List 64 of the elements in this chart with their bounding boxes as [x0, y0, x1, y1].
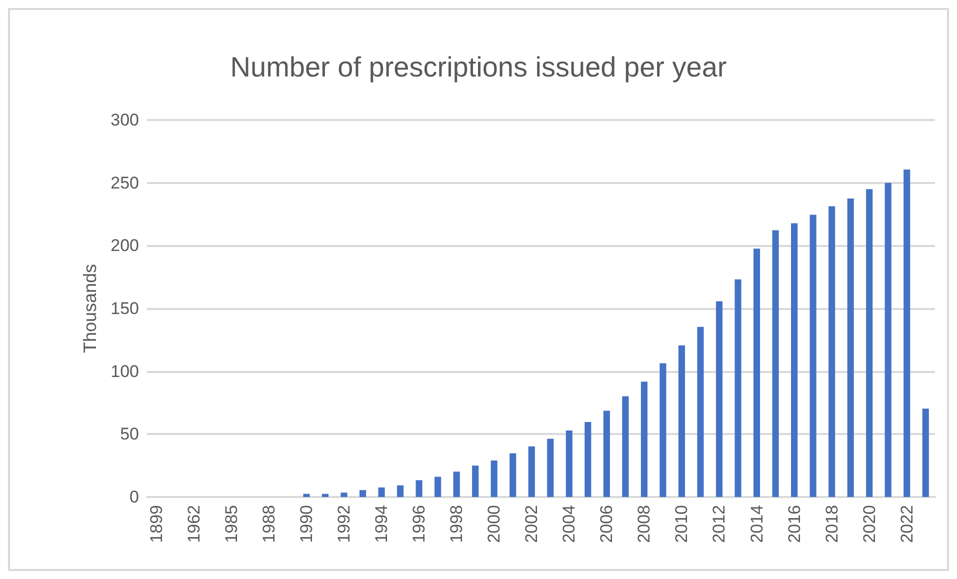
bar	[547, 438, 554, 497]
bar	[510, 453, 516, 497]
x-tick-label: 2002	[522, 505, 542, 543]
bar	[397, 485, 404, 497]
chart-title: Number of prescriptions issued per year	[230, 52, 727, 82]
bar	[490, 460, 498, 497]
x-tick-label: 2014	[747, 505, 766, 543]
x-tick-label: 1992	[334, 505, 354, 543]
bar	[904, 170, 910, 497]
bar	[434, 476, 442, 497]
y-axis-title: Thousands	[80, 264, 100, 354]
bar	[753, 248, 760, 497]
bar	[303, 494, 310, 497]
bar	[603, 410, 610, 497]
bar	[866, 189, 873, 497]
bar	[584, 422, 592, 497]
x-tick-label: 2016	[784, 505, 804, 543]
y-tick-label: 100	[110, 362, 139, 381]
x-tick-label: 2008	[634, 505, 654, 543]
bar	[810, 214, 816, 497]
x-tick-label: 2006	[597, 505, 616, 543]
x-tick-label: 1994	[372, 505, 392, 543]
bar	[322, 494, 329, 497]
bar	[528, 446, 535, 497]
x-tick-label: 1899	[146, 505, 166, 543]
y-tick-label: 250	[110, 173, 139, 192]
bar	[828, 206, 836, 497]
y-tick-label: 200	[110, 236, 139, 256]
x-tick-label: 1998	[447, 505, 466, 543]
bar	[847, 198, 854, 497]
bar	[772, 230, 779, 497]
bar	[359, 490, 366, 497]
x-tick-label: 2020	[860, 505, 879, 543]
bar	[922, 408, 929, 497]
bar	[340, 492, 348, 497]
x-tick-label: 2018	[822, 505, 842, 543]
y-tick-label: 150	[110, 299, 139, 318]
x-tick-label: 2004	[560, 505, 579, 543]
bar	[791, 223, 798, 497]
y-tick-label: 0	[130, 488, 139, 506]
x-tick-label: 1996	[410, 505, 429, 543]
x-tick-label: 2010	[672, 505, 692, 543]
bar	[884, 182, 892, 497]
bar	[640, 382, 648, 497]
bar	[453, 472, 460, 497]
x-tick-label: 2022	[897, 505, 916, 543]
bar	[660, 363, 666, 497]
bar	[378, 487, 385, 497]
y-tick-label: 300	[110, 110, 139, 130]
y-tick-label: 50	[120, 424, 139, 444]
bar	[716, 301, 723, 497]
x-tick-label: 1990	[296, 505, 316, 543]
bar	[697, 326, 704, 497]
x-tick-label: 1988	[259, 505, 278, 543]
bar	[734, 279, 742, 497]
x-tick-label: 1962	[184, 505, 204, 543]
x-tick-label: 2000	[484, 505, 504, 543]
bar	[622, 396, 629, 497]
bar	[566, 430, 572, 497]
x-tick-label: 1985	[222, 505, 241, 543]
bar	[678, 345, 685, 497]
bar	[416, 480, 422, 497]
x-tick-label: 2012	[710, 505, 729, 543]
bar	[472, 466, 479, 497]
